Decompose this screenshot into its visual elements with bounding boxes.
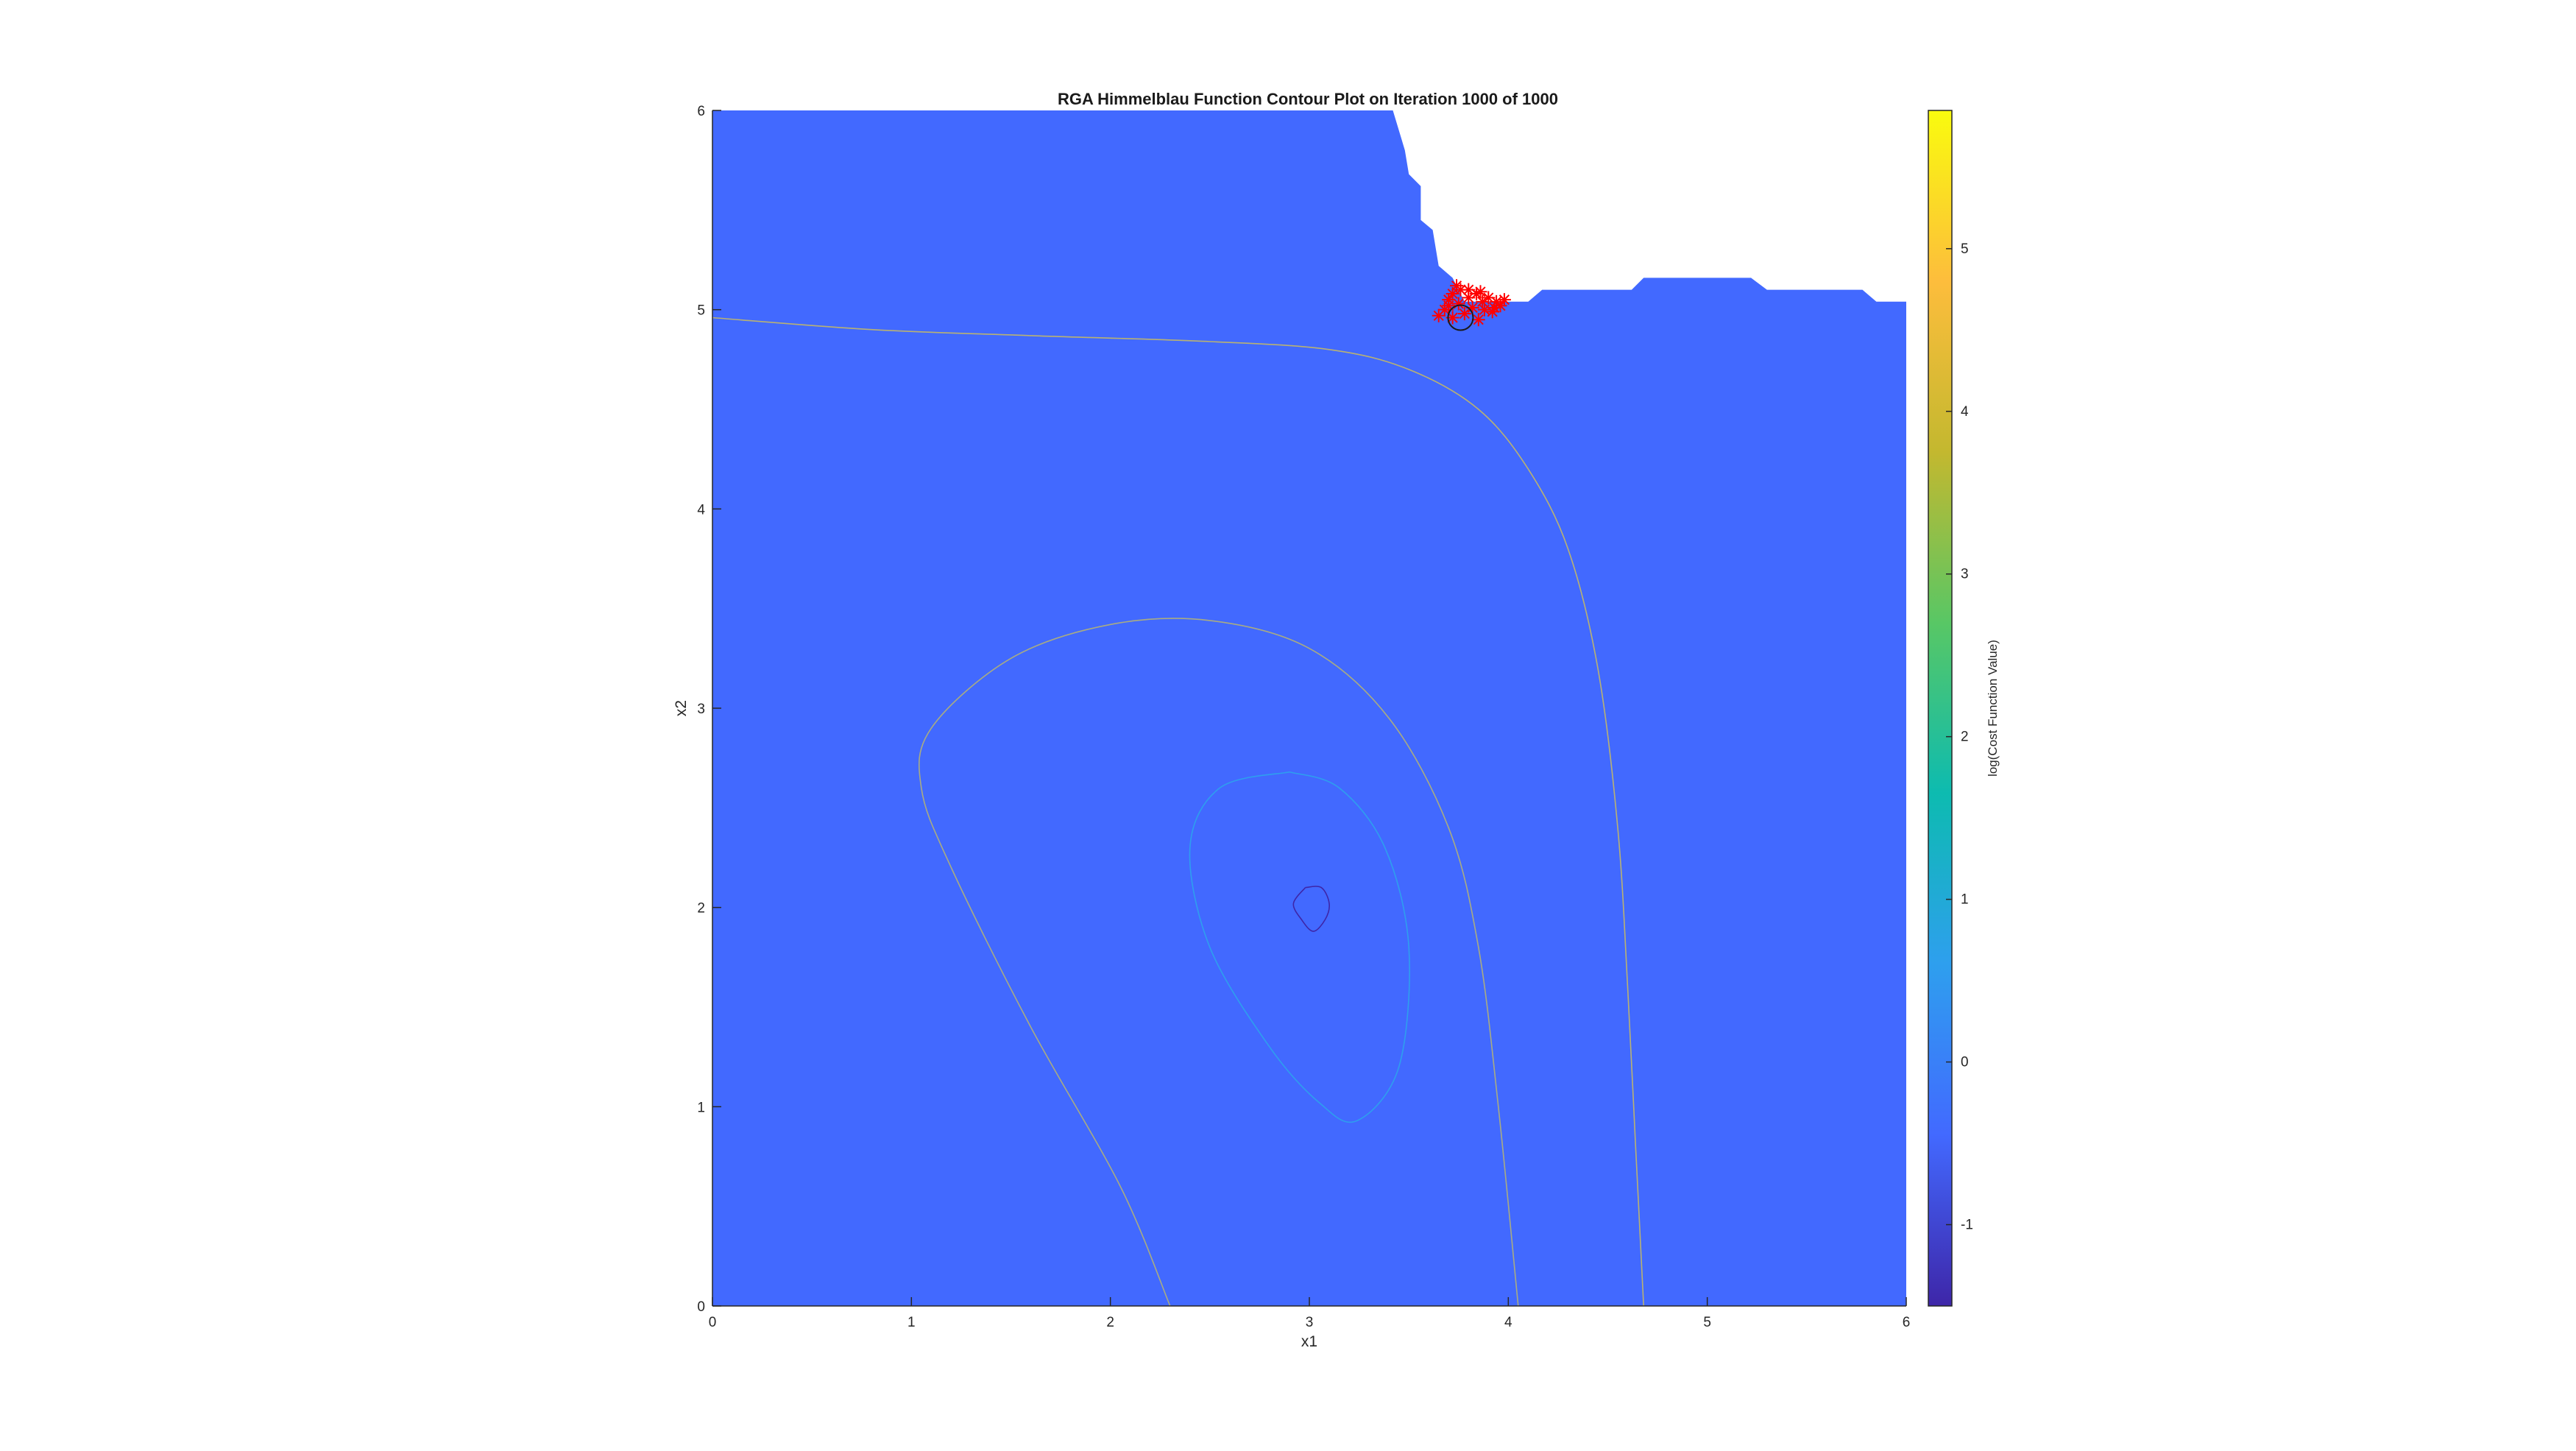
y-tick-label: 3: [697, 702, 705, 717]
colorbar-ticks: -1 0 1 2 3 4 5: [1946, 241, 1973, 1233]
colorbar: -1 0 1 2 3 4 5 log(Cost Function Value): [1928, 110, 2000, 1307]
colorbar-tick-label: 2: [1961, 730, 1969, 745]
population-markers: [1432, 279, 1511, 331]
colorbar-tick-label: 0: [1961, 1055, 1969, 1070]
x-tick-label: 3: [1306, 1315, 1314, 1330]
population-point: [1473, 285, 1487, 299]
colorbar-tick-label: 4: [1961, 404, 1969, 420]
contour-line-inner: [1189, 771, 1410, 1123]
x-tick-label: 1: [907, 1315, 916, 1330]
colorbar-tick-label: 3: [1961, 567, 1969, 582]
population-point: [1457, 307, 1471, 321]
colorbar-tick-label: 1: [1961, 892, 1969, 908]
plot-area: 0 1 2 3 4 5 6 0 1 2 3 4 5 6: [697, 104, 1910, 1330]
colorbar-label: log(Cost Function Value): [1986, 640, 2000, 777]
x-axis-label: x1: [1301, 1333, 1317, 1350]
y-tick-label: 4: [697, 502, 705, 518]
x-tick-label: 6: [1903, 1315, 1911, 1330]
colorbar-gradient: [1928, 110, 1953, 1307]
population-point: [1442, 299, 1456, 313]
y-tick-label: 1: [697, 1100, 705, 1115]
y-axis-label: x2: [673, 700, 690, 716]
population-point: [1462, 283, 1476, 297]
colorbar-tick-label: 5: [1961, 241, 1969, 257]
population-point: [1451, 297, 1465, 311]
contour-line-minimum: [1292, 886, 1330, 932]
filled-contour-region: [712, 110, 1906, 1306]
y-axis-ticks: 0 1 2 3 4 5 6: [697, 104, 721, 1315]
x-tick-label: 4: [1504, 1315, 1512, 1330]
contour-lines: [712, 317, 1644, 1307]
x-tick-label: 2: [1106, 1315, 1114, 1330]
population-point: [1497, 293, 1511, 307]
y-tick-label: 5: [697, 303, 705, 319]
best-solution-marker: [1447, 304, 1474, 331]
chart-title: RGA Himmelblau Function Contour Plot on …: [1058, 90, 1558, 108]
colorbar-tick-label: -1: [1961, 1218, 1973, 1233]
contour-line-outer: [712, 317, 1644, 1307]
y-tick-label: 0: [697, 1299, 705, 1315]
population-point: [1487, 300, 1501, 314]
population-point: [1450, 279, 1464, 293]
y-tick-label: 6: [697, 104, 705, 119]
contour-line-middle: [918, 618, 1519, 1307]
x-tick-label: 5: [1703, 1315, 1711, 1330]
population-point: [1477, 303, 1491, 317]
y-tick-label: 2: [697, 901, 705, 917]
x-tick-label: 0: [709, 1315, 717, 1330]
population-point: [1471, 313, 1485, 327]
